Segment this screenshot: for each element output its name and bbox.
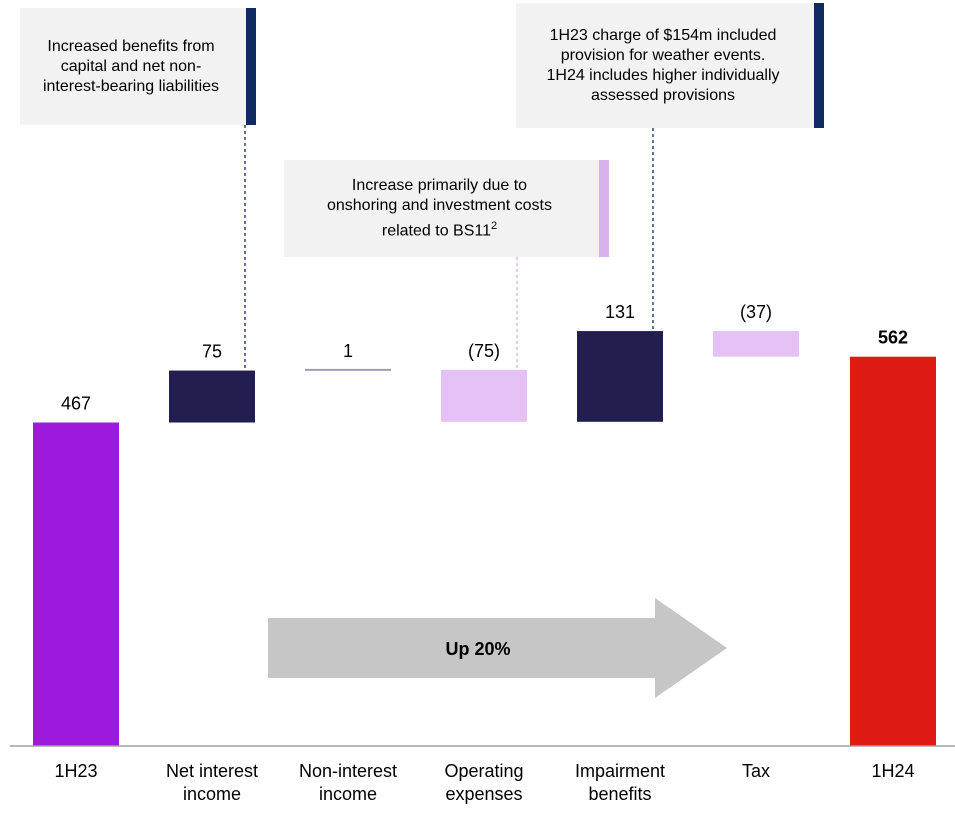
category-label: Impairment benefits: [555, 760, 685, 806]
callout-line: provision for weather events.: [560, 46, 766, 64]
category-label-line: income: [318, 784, 378, 804]
callout-accent-bar: [246, 8, 256, 125]
callout-line: 1H24 includes higher individually: [546, 66, 780, 84]
waterfall-bar: [713, 331, 799, 357]
category-label-line: income: [182, 784, 242, 804]
data-label: 75: [202, 342, 222, 362]
data-label: (37): [740, 302, 772, 322]
waterfall-bar: [577, 331, 663, 422]
waterfall-bar: [850, 356, 936, 746]
category-label-line: benefits: [588, 784, 652, 804]
category-label-line: Impairment: [574, 761, 666, 781]
category-label: Operating expenses: [419, 760, 549, 806]
callout-net-interest-income: Increased benefits from capital and net …: [20, 8, 256, 125]
category-label-line: 1H24: [871, 761, 915, 781]
waterfall-bar: [33, 422, 119, 746]
callout-line: capital and net non-: [60, 57, 202, 75]
callout-accent-bar: [814, 3, 824, 128]
callout-line: Increase primarily due to: [351, 176, 528, 194]
data-label: 562: [878, 328, 908, 348]
callout-line: assessed provisions: [590, 86, 736, 104]
callout-line: Increased benefits from: [47, 37, 215, 55]
data-label: 131: [605, 302, 635, 322]
footnote-superscript: 2: [490, 219, 498, 232]
data-label: 467: [61, 394, 91, 414]
callout-text: 1H23 charge of $154m included provision …: [546, 26, 779, 106]
callout-text: Increase primarily due to onshoring and …: [327, 176, 552, 241]
callout-operating-expenses: Increase primarily due to onshoring and …: [284, 160, 609, 257]
category-label-line: expenses: [445, 784, 523, 804]
callout-line: related to BS11: [381, 222, 491, 240]
category-label: Tax: [691, 760, 821, 783]
callout-accent-bar: [599, 160, 609, 257]
category-label: 1H24: [828, 760, 955, 783]
category-label-line: Net interest: [165, 761, 259, 781]
arrow-label: Up 20%: [445, 639, 510, 659]
data-label: 1: [343, 341, 353, 361]
data-label: (75): [468, 341, 500, 361]
callout-impairment-benefits: 1H23 charge of $154m included provision …: [516, 3, 824, 128]
callout-line: 1H23 charge of $154m included: [549, 26, 777, 44]
category-label-line: Tax: [741, 761, 770, 781]
callout-line: onshoring and investment costs: [326, 196, 552, 214]
callout-text: Increased benefits from capital and net …: [43, 37, 219, 97]
waterfall-bar: [169, 370, 255, 423]
category-label-line: 1H23: [54, 761, 98, 781]
category-label: Non-interest income: [283, 760, 413, 806]
growth-arrow: [268, 598, 727, 698]
category-label-line: Non-interest: [298, 761, 398, 781]
callout-line: interest-bearing liabilities: [42, 77, 220, 95]
category-label: Net interest income: [147, 760, 277, 806]
category-label-line: Operating: [444, 761, 524, 781]
category-label: 1H23: [11, 760, 141, 783]
waterfall-bar: [441, 369, 527, 422]
